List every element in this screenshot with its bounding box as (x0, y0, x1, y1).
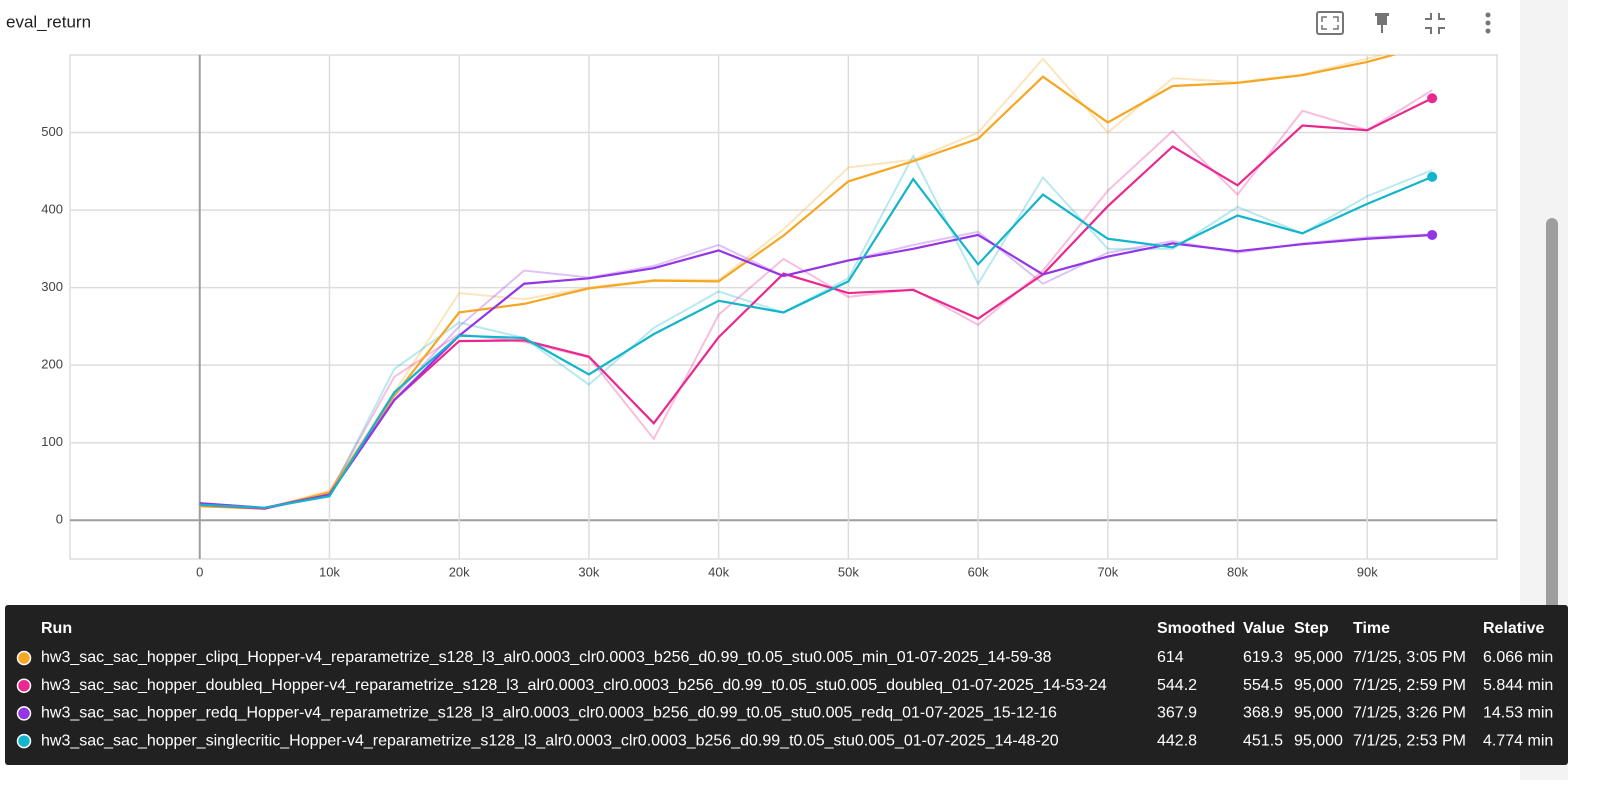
x-tick-label: 40k (708, 564, 729, 579)
scrollbar-thumb[interactable] (1546, 218, 1558, 618)
smoothed-line (199, 175, 1433, 509)
raw-line (199, 230, 1433, 509)
tooltip-cell: 442.8 (1157, 732, 1197, 749)
x-tick-label: 50k (838, 564, 859, 579)
tooltip-cell: 4.774 min (1483, 732, 1553, 749)
y-tick-label: 100 (41, 434, 63, 449)
tooltip-cell: 7/1/25, 2:59 PM (1353, 677, 1466, 694)
x-tick-label: 90k (1357, 564, 1378, 579)
tooltip-header: Smoothed (1157, 620, 1235, 637)
tooltip-cell: 95,000 (1294, 649, 1343, 666)
card-title: eval_return (6, 12, 91, 31)
x-tick-label: 20k (449, 564, 470, 579)
tooltip-cell: 544.2 (1157, 677, 1197, 694)
tooltip-cell: 95,000 (1294, 677, 1343, 694)
plot-frame (69, 54, 1498, 560)
tooltip-cell: 95,000 (1294, 732, 1343, 749)
tooltip-header: Relative (1483, 620, 1544, 637)
tooltip-cell: 451.5 (1243, 732, 1283, 749)
smoothed-line (199, 97, 1433, 510)
x-tick-label: 70k (1097, 564, 1118, 579)
tooltip-cell: 368.9 (1243, 705, 1283, 722)
tooltip-cell: 14.53 min (1483, 705, 1553, 722)
run-swatch (16, 650, 32, 666)
series-lines (199, 39, 1438, 510)
end-point (1427, 229, 1438, 240)
x-tick-label: 0 (196, 564, 203, 579)
tooltip-header: Time (1353, 620, 1390, 637)
tooltip-header: Step (1294, 620, 1329, 637)
tooltip-panel (5, 605, 1568, 765)
raw-line (199, 55, 1385, 510)
end-point (1427, 171, 1438, 182)
end-point (1427, 39, 1437, 49)
smoothed-line (199, 55, 1397, 510)
tooltip-cell: 7/1/25, 3:26 PM (1353, 705, 1466, 722)
run-name: hw3_sac_sac_hopper_doubleq_Hopper-v4_rep… (41, 677, 1107, 694)
y-tick-label: 400 (41, 202, 63, 217)
smoothed-line (199, 233, 1433, 509)
more-icon[interactable] (1485, 12, 1491, 34)
x-tick-label: 60k (968, 564, 989, 579)
raw-line (199, 153, 1433, 509)
tooltip-cell: 619.3 (1243, 649, 1283, 666)
tooltip-cell: 6.066 min (1483, 649, 1553, 666)
end-point (1427, 93, 1438, 104)
tooltip-header: Run (41, 620, 72, 637)
tooltip-cell: 5.844 min (1483, 677, 1553, 694)
tooltip-cell: 7/1/25, 2:53 PM (1353, 732, 1466, 749)
y-tick-label: 500 (41, 124, 63, 139)
run-name: hw3_sac_sac_hopper_clipq_Hopper-v4_repar… (41, 649, 1052, 666)
tooltip-cell: 367.9 (1157, 705, 1197, 722)
tooltip-cell: 7/1/25, 3:05 PM (1353, 649, 1466, 666)
y-tick-label: 200 (41, 357, 63, 372)
run-name: hw3_sac_sac_hopper_singlecritic_Hopper-v… (41, 732, 1059, 749)
run-swatch (16, 678, 32, 693)
y-tick-label: 0 (56, 512, 63, 527)
run-swatch (16, 733, 32, 749)
x-tick-label: 30k (578, 564, 599, 579)
run-swatch (16, 706, 32, 721)
raw-line (199, 89, 1433, 510)
y-tick-label: 300 (41, 279, 63, 294)
x-tick-label: 80k (1227, 564, 1248, 579)
tooltip-cell: 554.5 (1243, 677, 1283, 694)
pin-icon[interactable] (1375, 13, 1389, 33)
fit-icon[interactable] (1316, 11, 1344, 35)
tooltip-cell: 95,000 (1294, 705, 1343, 722)
collapse-icon[interactable] (1425, 13, 1445, 34)
tooltip-header: Value (1243, 620, 1285, 637)
tooltip-cell: 614 (1157, 649, 1184, 666)
x-tick-label: 10k (319, 564, 340, 579)
run-name: hw3_sac_sac_hopper_redq_Hopper-v4_repara… (41, 705, 1057, 722)
